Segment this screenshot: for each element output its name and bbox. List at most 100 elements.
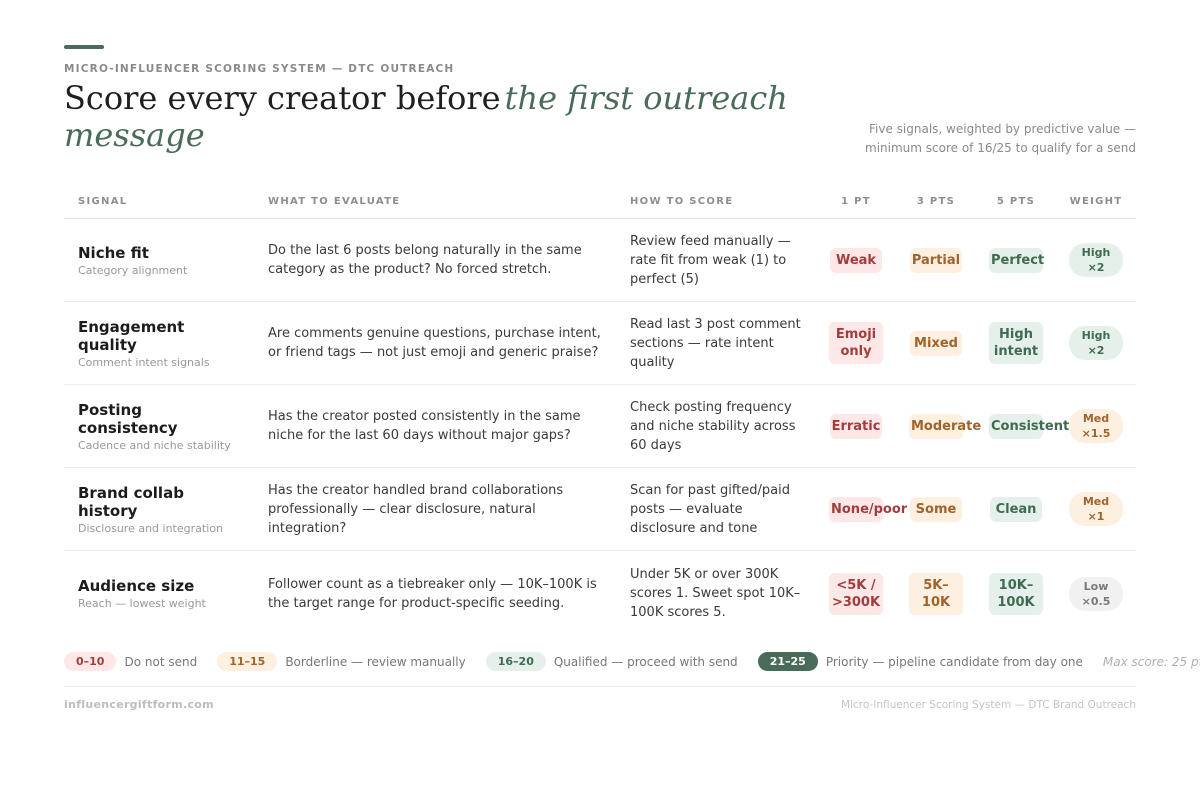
score-pill: Mixed — [910, 330, 962, 356]
evaluate-text: Has the creator handled brand collaborat… — [268, 482, 564, 536]
score-pill: Consistent — [989, 413, 1069, 439]
evaluate-text: Are comments genuine questions, purchase… — [268, 326, 601, 360]
score-method: Review feed manually — rate fit from wea… — [630, 233, 791, 287]
pill-cell: <5K / >300K — [816, 572, 896, 615]
max-score: Max score: 25 pts — [1103, 655, 1200, 669]
legend-range: 0–10 — [64, 652, 117, 671]
score-pill: Clean — [990, 496, 1042, 522]
legend-item: 0–10 Do not send — [64, 652, 197, 671]
pill-cell: Mixed — [896, 330, 976, 356]
table-body: Niche fit Category alignment Do the last 6… — [64, 219, 1136, 636]
score-pill: High intent — [989, 322, 1043, 364]
score-pill: None/poor — [829, 496, 907, 522]
score-method: Read last 3 post comment sections — rate… — [630, 316, 801, 370]
pill-cell: Erratic — [816, 413, 896, 439]
pill-cell: Low ×0.5 — [1056, 576, 1136, 611]
score-pill: <5K / >300K — [829, 572, 883, 615]
pill-cell: Emoji only — [816, 322, 896, 364]
signal-name: Niche fit — [78, 243, 149, 262]
table-row: Audience size Reach — lowest weight Follow… — [64, 551, 1136, 636]
pill-cell: 5K–10K — [896, 572, 976, 615]
signal-cell: Posting consistency Cadence and niche sta… — [64, 401, 268, 452]
footer-name: Micro-Influencer Scoring System — DTC Br… — [841, 699, 1136, 711]
score-pill: Emoji only — [829, 322, 883, 364]
score-method: Check posting frequency and niche stabil… — [630, 399, 796, 453]
legend: 0–10 Do not send 11–15 Borderline — review … — [64, 652, 1200, 671]
column-header: 1 PT — [841, 196, 871, 207]
legend-label: Borderline — review manually — [285, 654, 466, 669]
pill-cell: Partial — [896, 247, 976, 273]
table-row: Brand collab history Disclosure and integ… — [64, 468, 1136, 551]
table-row: Niche fit Category alignment Do the last 6… — [64, 219, 1136, 302]
score-pill: 5K–10K — [909, 572, 963, 615]
title-main: Score every creator before — [64, 79, 501, 117]
signal-subtitle: Cadence and niche stability — [78, 438, 231, 452]
accent-bar — [64, 45, 104, 49]
evaluate-text: Follower count as a tiebreaker only — 10… — [268, 576, 597, 611]
legend-range: 21–25 — [757, 652, 818, 671]
column-header: 3 PTS — [916, 196, 956, 207]
score-method: Scan for past gifted/paid posts — evalua… — [630, 482, 790, 536]
pill-cell: Some — [896, 496, 976, 522]
score-pill: Some — [910, 496, 962, 522]
weight-badge: Med ×1.5 — [1069, 409, 1123, 443]
header-note: Five signals, weighted by predictive val… — [865, 122, 1136, 155]
signal-cell: Brand collab history Disclosure and integ… — [64, 484, 268, 535]
weight-badge: High ×2 — [1069, 326, 1123, 360]
legend-item: 11–15 Borderline — review manually — [217, 652, 466, 671]
column-header: WHAT TO EVALUATE — [268, 196, 401, 207]
signal-name: Audience size — [78, 577, 195, 595]
signal-cell: Engagement quality Comment intent signals — [64, 318, 268, 369]
pill-cell: Moderate — [896, 413, 981, 439]
column-header: 5 PTS — [996, 196, 1036, 207]
score-method: Under 5K or over 300K scores 1. Sweet sp… — [630, 567, 801, 620]
signal-subtitle: Comment intent signals — [78, 355, 210, 369]
weight-badge: High ×2 — [1069, 243, 1123, 277]
score-pill: Partial — [909, 247, 963, 273]
pill-cell: Weak — [816, 247, 896, 273]
column-header: HOW TO SCORE — [630, 196, 734, 207]
pill-cell: High intent — [976, 322, 1056, 364]
signal-subtitle: Reach — lowest weight — [78, 597, 206, 610]
table-row: Posting consistency Cadence and niche sta… — [64, 385, 1136, 468]
weight-badge: Low ×0.5 — [1069, 576, 1123, 611]
footer-rule — [64, 686, 1136, 687]
pill-cell: Clean — [976, 496, 1056, 522]
signal-name: Brand collab history — [78, 483, 184, 520]
title-emphasis: the first outreach message — [64, 79, 788, 154]
legend-item: 21–25 Priority — pipeline candidate from … — [757, 652, 1083, 671]
table-row: Engagement quality Comment intent signals… — [64, 302, 1136, 385]
pill-cell: Med ×1.5 — [1056, 409, 1136, 443]
pill-cell: Med ×1 — [1056, 492, 1136, 526]
signal-cell: Niche fit Category alignment — [64, 244, 268, 277]
weight-badge: Med ×1 — [1069, 492, 1123, 526]
signal-name: Posting consistency — [78, 400, 178, 437]
pill-cell: High ×2 — [1056, 243, 1136, 277]
signal-subtitle: Disclosure and integration — [78, 521, 223, 535]
column-header: SIGNAL — [78, 196, 128, 207]
legend-item: 16–20 Qualified — proceed with send — [485, 652, 738, 671]
pill-cell: Consistent — [976, 413, 1069, 439]
score-pill: Perfect — [989, 247, 1044, 273]
table-header: SIGNAL WHAT TO EVALUATE HOW TO SCORE 1 PT 3 … — [64, 190, 1136, 219]
signal-subtitle: Category alignment — [78, 263, 188, 277]
footer-site: influencergiftform.com — [64, 698, 214, 711]
score-pill: Moderate — [909, 413, 981, 439]
pill-cell: 10K–100K — [976, 572, 1056, 615]
legend-range: 11–15 — [217, 652, 278, 671]
signal-name: Engagement quality — [78, 317, 185, 354]
score-pill: Erratic — [829, 413, 883, 439]
column-header: WEIGHT — [1069, 196, 1123, 207]
pill-cell: High ×2 — [1056, 326, 1136, 360]
legend-label: Priority — pipeline candidate from day o… — [825, 654, 1083, 669]
eyebrow: MICRO-INFLUENCER SCORING SYSTEM — DTC OU… — [64, 63, 455, 75]
title: Score every creator before the first outr… — [64, 80, 804, 154]
legend-label: Do not send — [124, 654, 198, 669]
score-pill: Weak — [830, 247, 882, 273]
evaluate-text: Has the creator posted consistently in t… — [268, 409, 581, 443]
signal-cell: Audience size Reach — lowest weight — [64, 577, 268, 610]
legend-range: 16–20 — [485, 652, 546, 671]
score-pill: 10K–100K — [989, 572, 1043, 615]
